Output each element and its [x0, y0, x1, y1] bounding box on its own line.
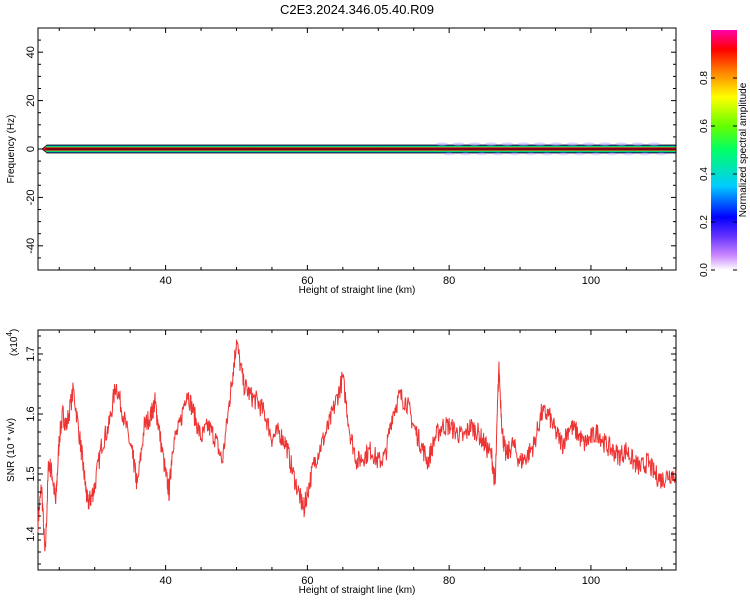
x-tick-label: 40 — [159, 575, 171, 587]
band-noise-blob — [648, 142, 661, 146]
snr-series-line — [37, 339, 677, 552]
band-noise-blob — [501, 142, 514, 146]
figure-title: C2E3.2024.346.05.40.R09 — [280, 2, 434, 17]
band-noise-blob — [631, 142, 644, 146]
y-tick-label: 1.5 — [25, 466, 37, 481]
band-noise-blob — [566, 142, 579, 146]
band-noise-blob — [599, 142, 612, 146]
band-noise-blob — [484, 142, 497, 146]
band-noise-blob — [517, 142, 530, 146]
x-tick-label: 40 — [159, 275, 171, 287]
band-noise-blob — [607, 152, 618, 156]
x-tick-label: 80 — [443, 275, 455, 287]
band-noise-blob — [444, 152, 455, 156]
y-tick-label: 1.6 — [25, 406, 37, 421]
y-tick-label: -20 — [25, 189, 37, 205]
y-tick-label: -40 — [25, 238, 37, 254]
x-tick-label: 100 — [582, 575, 600, 587]
spectrogram-ticks: 40 60 80 100 40 20 0 -20 -40 — [25, 28, 676, 287]
snr-panel: 40 60 80 100 1.4 1.5 1.6 1.7 Height of straight… — [5, 329, 677, 596]
band-noise-blob — [590, 152, 601, 156]
snr-frame — [37, 329, 677, 571]
snr-ticks: 40 60 80 100 1.4 1.5 1.6 1.7 — [25, 330, 676, 587]
band-noise-blob — [550, 142, 563, 146]
band-noise-blob — [460, 152, 471, 156]
band-noise-blob — [509, 152, 520, 156]
spectrogram-ylabel: Frequency (Hz) — [6, 115, 17, 184]
band-noise-blob — [541, 152, 552, 156]
colorbar-tick-label: 0.0 — [699, 263, 710, 277]
spectrogram-xlabel: Height of straight line (km) — [299, 285, 416, 296]
band-noise-blob — [639, 152, 650, 156]
colorbar-gradient — [711, 30, 737, 270]
band-noise-blob — [493, 152, 504, 156]
snr-multiplier-exp: 4 — [5, 332, 14, 337]
snr-multiplier-close: ) — [9, 329, 20, 332]
band-noise-blob — [476, 152, 487, 156]
y-tick-label: 20 — [25, 94, 37, 106]
colorbar-label: Normalized spectral amplitude — [738, 82, 749, 217]
y-tick-label: 1.7 — [25, 346, 37, 361]
band-noise-blob — [533, 142, 546, 146]
band-noise-blob — [623, 152, 634, 156]
snr-multiplier: (x104) — [5, 329, 20, 356]
spectrogram-panel: 40 60 80 100 40 20 0 -20 -40 Height of straight … — [6, 27, 677, 296]
band-noise-blob — [582, 142, 595, 146]
band-noise-blob — [574, 152, 585, 156]
y-tick-label: 0 — [25, 146, 37, 152]
band-noise-blob — [525, 152, 536, 156]
snr-ylabel: SNR (10 * v/v) — [6, 418, 17, 482]
colorbar-tick-label: 0.4 — [699, 167, 710, 181]
snr-multiplier-base: (x10 — [9, 336, 20, 356]
svg-text:(x104): (x104) — [5, 329, 20, 356]
colorbar-tick-label: 0.6 — [699, 119, 710, 133]
band-noise-blob — [558, 152, 569, 156]
x-tick-label: 60 — [301, 275, 313, 287]
band-noise-blob — [436, 142, 449, 146]
x-tick-label: 60 — [301, 575, 313, 587]
colorbar-ticks: 0.0 0.2 0.4 0.6 0.8 — [699, 71, 737, 277]
frequency-band — [41, 142, 677, 156]
snr-xlabel: Height of straight line (km) — [299, 585, 416, 596]
colorbar-tick-label: 0.8 — [699, 71, 710, 85]
colorbar-tick-label: 0.2 — [699, 215, 710, 229]
x-tick-label: 80 — [443, 575, 455, 587]
band-noise-blob — [468, 142, 481, 146]
y-tick-label: 1.4 — [25, 526, 37, 541]
band-noise-blob — [615, 142, 628, 146]
colorbar: 0.0 0.2 0.4 0.6 0.8 Normalized spectral ampl… — [699, 30, 749, 277]
y-tick-label: 40 — [25, 46, 37, 58]
x-tick-label: 100 — [582, 275, 600, 287]
band-noise-blob — [656, 152, 667, 156]
band-noise-blob — [452, 142, 465, 146]
